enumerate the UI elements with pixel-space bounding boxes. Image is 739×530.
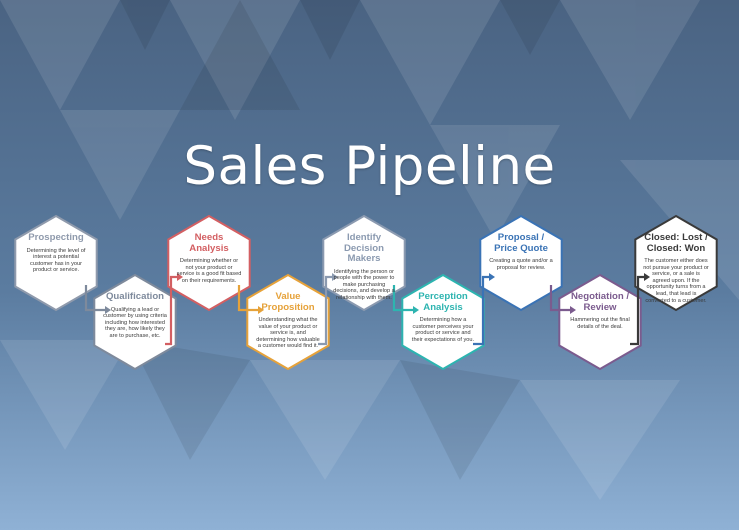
background-pattern-dark [120, 0, 560, 480]
stage-5-hexagon [322, 214, 406, 312]
stage-5-title: Identify Decision Makers [344, 232, 384, 264]
stage-9-text: Closed: Lost / Closed: Won The customer e… [643, 232, 709, 304]
stage-6-title: Perception Analysis [418, 291, 468, 313]
arrow-head-4 [332, 273, 338, 281]
stage-arrows [84, 273, 650, 346]
stage-4-description: Understanding what the value of your pro… [256, 317, 320, 350]
arrow-3-to-4 [237, 285, 258, 312]
arrow-7-to-8 [549, 285, 570, 312]
arrow-8-to-9 [630, 275, 644, 346]
stage-7-title: Proposal / Price Quote [494, 232, 548, 254]
stage-3-title: Needs Analysis [189, 232, 229, 254]
arrow-head-1 [105, 306, 111, 314]
stage-6-text: Perception Analysis Determining how a cus… [410, 291, 476, 343]
arrow-head-5 [413, 306, 419, 314]
stage-1-text: Prospecting Determining the level of inte… [23, 232, 89, 274]
stage-8-hexagon [558, 273, 642, 371]
stage-3-description: Determining whether or not your product … [176, 258, 242, 284]
arrow-head-7 [570, 306, 576, 314]
arrow-6-to-7 [473, 275, 489, 346]
stage-3-text: Needs Analysis Determining whether or not… [176, 232, 242, 284]
stage-8-title: Negotiation / Review [570, 291, 630, 313]
stage-7-text: Proposal / Price Quote Creating a quote a… [488, 232, 554, 271]
arrow-head-2 [177, 273, 183, 281]
arrow-head-3 [258, 306, 264, 314]
stage-4-text: Value Proposition Understanding what the … [255, 291, 321, 350]
stage-5-text: Identify Decision Makers Identifying the … [331, 232, 397, 301]
stage-2-text: Qualification Qualifying a lead or custom… [102, 291, 168, 339]
stage-2-title: Qualification [105, 291, 165, 302]
stage-2-description: Qualifying a lead or customer by using c… [103, 306, 167, 339]
stage-1-hexagon [14, 214, 98, 312]
stage-2-hexagon [93, 273, 177, 371]
arrow-2-to-3 [165, 275, 177, 346]
stage-1-description: Determining the level of interest a pote… [26, 247, 86, 274]
stage-8-description: Hammering out the final details of the d… [570, 317, 630, 330]
stage-4-hexagon [246, 273, 330, 371]
arrow-head-6 [489, 273, 495, 281]
stage-5-description: Identifying the person or people with th… [333, 268, 395, 301]
stage-9-hexagon [634, 214, 718, 312]
stage-6-description: Determining how a customer perceives you… [411, 317, 475, 343]
arrow-1-to-2 [84, 285, 105, 312]
stage-9-description: The customer either does not pursue your… [643, 258, 709, 304]
stage-7-description: Creating a quote and/or a proposal for r… [489, 258, 553, 271]
stage-4-title: Value Proposition [261, 291, 315, 313]
stage-1-title: Prospecting [28, 232, 84, 243]
arrow-5-to-6 [392, 285, 413, 312]
stage-9-title: Closed: Lost / Closed: Won [644, 232, 708, 254]
stage-hexagons [14, 214, 718, 371]
arrow-4-to-5 [318, 275, 332, 346]
arrow-head-8 [644, 273, 650, 281]
page-title: Sales Pipeline [183, 136, 556, 197]
stage-7-hexagon [479, 214, 563, 312]
stage-3-hexagon [167, 214, 251, 312]
stage-8-text: Negotiation / Review Hammering out the fi… [567, 291, 633, 330]
